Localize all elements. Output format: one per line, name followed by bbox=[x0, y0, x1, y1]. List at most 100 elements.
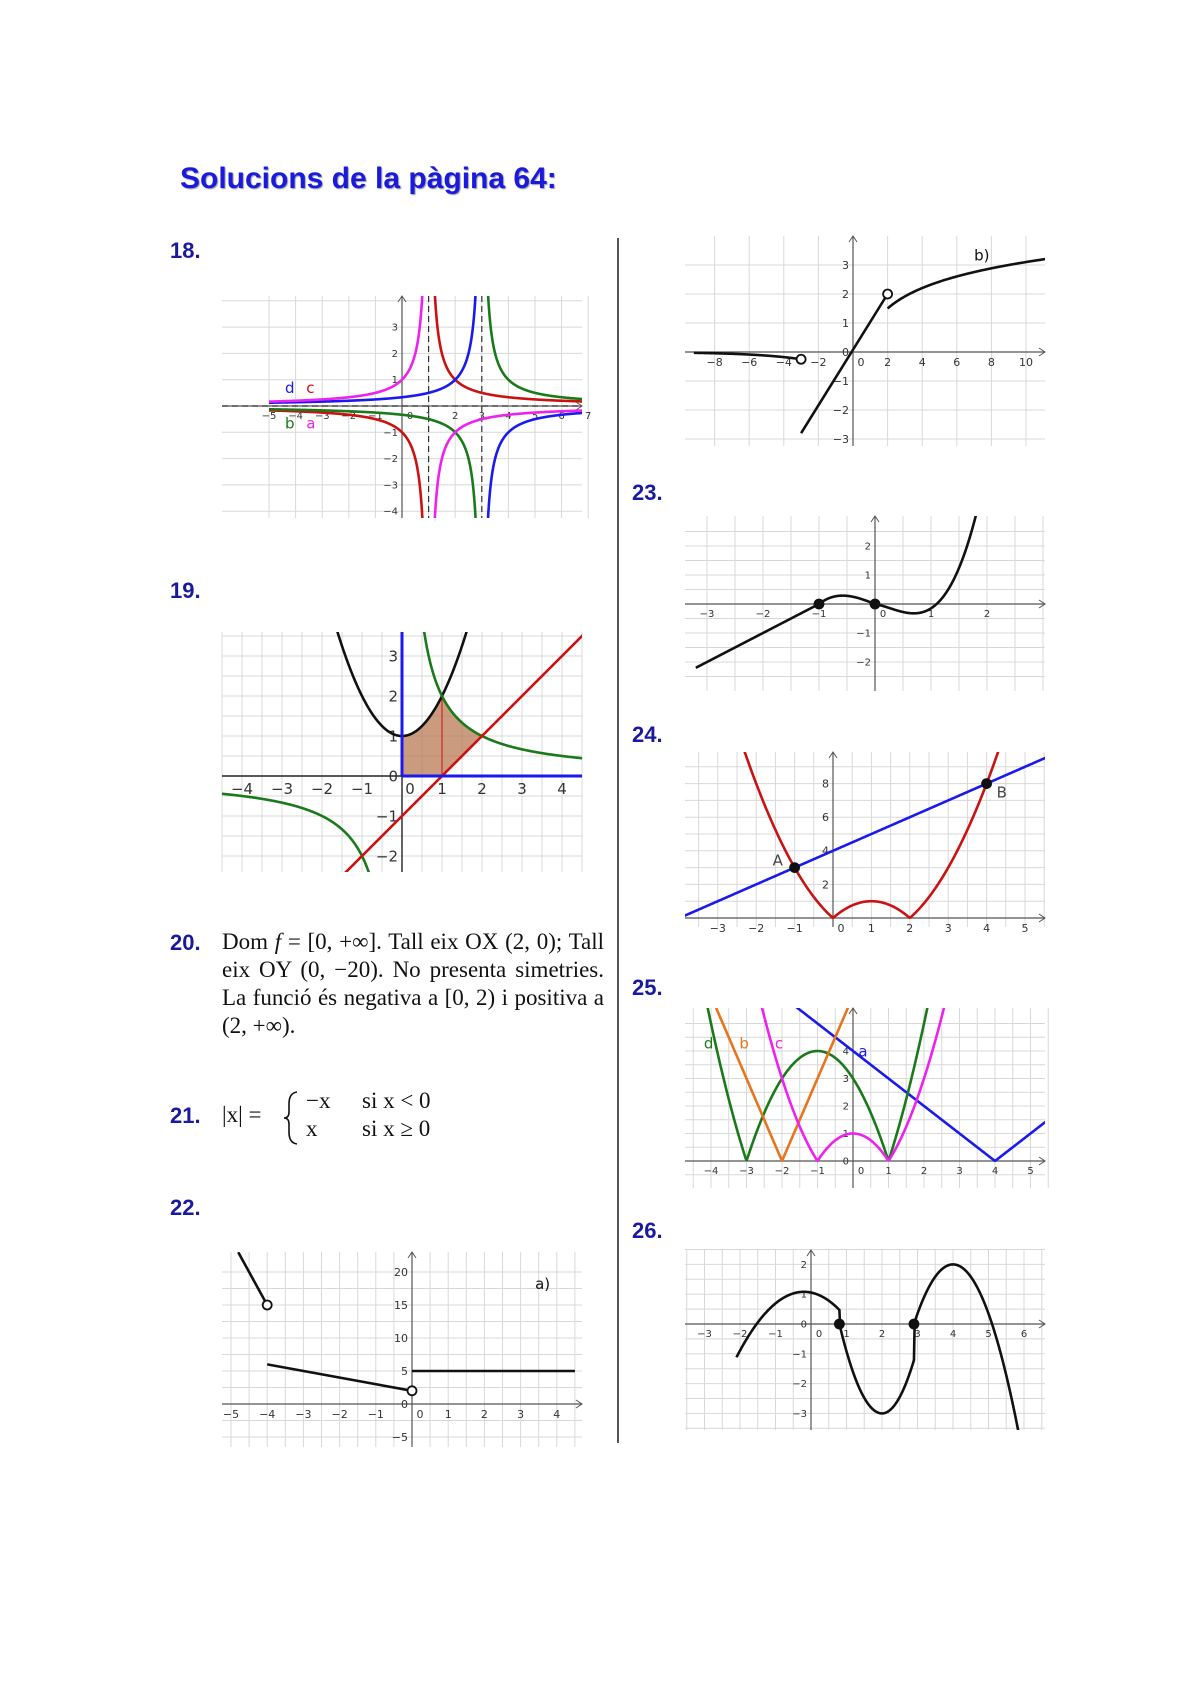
x-axis-arrow bbox=[575, 401, 583, 411]
ex20-dom: Dom bbox=[222, 929, 268, 954]
x-tick-label: −1 bbox=[812, 609, 827, 620]
x-tick-label: −3 bbox=[700, 609, 715, 620]
x-tick-label: 5 bbox=[532, 411, 538, 422]
legend-c: c bbox=[306, 379, 314, 397]
ex20-body: = [0, +∞]. Tall eix OX (2, 0); Tall eix … bbox=[222, 929, 605, 1038]
point-label-A: A bbox=[773, 852, 784, 870]
x-tick-label: −2 bbox=[756, 609, 771, 620]
y-tick-label: 15 bbox=[394, 1299, 408, 1312]
segment-hump bbox=[817, 594, 877, 606]
x-tick-label: −3 bbox=[271, 780, 293, 798]
x-tick-label: −8 bbox=[706, 356, 722, 369]
segment-right bbox=[874, 516, 978, 615]
x-tick-label: −3 bbox=[710, 922, 726, 935]
x-tick-label: 3 bbox=[914, 1329, 920, 1340]
y-axis-arrow bbox=[848, 1007, 858, 1015]
x-tick-label: −1 bbox=[351, 780, 373, 798]
point bbox=[833, 1318, 845, 1330]
curve-hyperbola bbox=[222, 792, 371, 872]
y-tick-label: 1 bbox=[388, 727, 398, 745]
curve-c bbox=[760, 1008, 946, 1163]
x-tick-label: −3 bbox=[315, 411, 330, 422]
x-tick-label: −2 bbox=[748, 922, 764, 935]
y-tick-label: −1 bbox=[856, 629, 871, 640]
chart-label-a: a) bbox=[535, 1275, 550, 1293]
x-tick-label: 1 bbox=[885, 1166, 891, 1177]
ex20-f: f bbox=[274, 929, 282, 954]
curve-abs-parabola bbox=[743, 752, 1000, 919]
exercise-number-22: 22. bbox=[170, 1195, 201, 1220]
x-tick-label: 0 bbox=[858, 356, 865, 369]
plot-area bbox=[237, 1252, 575, 1393]
y-tick-label: −1 bbox=[376, 807, 398, 825]
x-axis-arrow bbox=[1038, 347, 1046, 357]
x-tick-label: 6 bbox=[558, 411, 564, 422]
x-axis-arrow bbox=[1038, 599, 1046, 609]
y-tick-label: 0 bbox=[401, 1398, 408, 1411]
x-tick-label: 1 bbox=[437, 780, 447, 798]
x-tick-label: 3 bbox=[956, 1166, 962, 1177]
y-tick-label: −3 bbox=[383, 480, 398, 491]
x-tick-label: 3 bbox=[517, 780, 527, 798]
x-tick-label: 2 bbox=[984, 609, 990, 620]
x-tick-label: 4 bbox=[557, 780, 567, 798]
x-tick-label: 1 bbox=[843, 1329, 849, 1340]
ex21-case1-expr: −x bbox=[306, 1088, 331, 1113]
x-axis-arrow bbox=[1038, 1156, 1046, 1166]
y-tick-label: 2 bbox=[392, 349, 398, 360]
point bbox=[908, 1318, 920, 1330]
x-tick-label: 5 bbox=[1027, 1166, 1033, 1177]
page-title: Solucions de la pàgina 64: bbox=[180, 162, 557, 195]
y-tick-label: 2 bbox=[801, 1260, 807, 1271]
ex21-case2-cond: si x ≥ 0 bbox=[362, 1116, 431, 1141]
x-tick-label: 6 bbox=[1021, 1329, 1027, 1340]
x-tick-label: 2 bbox=[921, 1166, 927, 1177]
legend-d: d bbox=[704, 1034, 714, 1052]
x-tick-label: −2 bbox=[810, 356, 826, 369]
segment-middle bbox=[799, 293, 889, 434]
curve-a bbox=[795, 1008, 1045, 1163]
y-tick-label: 1 bbox=[801, 1290, 807, 1301]
y-tick-label: 3 bbox=[388, 647, 398, 665]
exercise-number-19: 19. bbox=[170, 578, 201, 603]
x-tick-label: 4 bbox=[919, 356, 926, 369]
y-tick-label: 2 bbox=[822, 878, 829, 891]
x-tick-label: −1 bbox=[368, 1408, 384, 1421]
plot-area bbox=[222, 632, 582, 872]
y-tick-label: 5 bbox=[401, 1365, 408, 1378]
segment-left bbox=[694, 602, 820, 669]
x-tick-label: 2 bbox=[884, 356, 891, 369]
point-A bbox=[789, 862, 800, 873]
x-tick-label: 4 bbox=[983, 922, 990, 935]
curve-a bbox=[268, 296, 424, 403]
y-tick-label: 2 bbox=[388, 687, 398, 705]
curve-line bbox=[344, 634, 582, 872]
y-tick-label: 3 bbox=[843, 1074, 849, 1085]
open-point bbox=[406, 1385, 418, 1397]
x-tick-label: 2 bbox=[452, 411, 458, 422]
x-tick-label: 0 bbox=[858, 1166, 864, 1177]
legend-b: b bbox=[739, 1034, 749, 1052]
x-tick-label: 1 bbox=[868, 922, 875, 935]
legend-a: a bbox=[306, 414, 315, 432]
x-tick-label: −4 bbox=[776, 356, 792, 369]
x-tick-label: 1 bbox=[445, 1408, 452, 1421]
exercise-number-21: 21. bbox=[170, 1103, 201, 1128]
x-tick-label: −3 bbox=[739, 1166, 754, 1177]
chart-ex26: −3 −2 −1 0 1 2 3 4 5 6 −3 −2 −1 0 1 2 bbox=[685, 1249, 1046, 1430]
y-tick-label: 4 bbox=[843, 1047, 849, 1058]
segment-0 bbox=[237, 1252, 269, 1306]
point-label-B: B bbox=[997, 784, 1007, 802]
y-tick-label: −4 bbox=[383, 507, 398, 518]
exercise-number-24: 24. bbox=[632, 722, 663, 747]
x-tick-label: −5 bbox=[223, 1408, 239, 1421]
x-tick-label: 4 bbox=[553, 1408, 560, 1421]
y-tick-label: −3 bbox=[792, 1409, 807, 1420]
x-tick-label: −2 bbox=[341, 411, 356, 422]
chart-ex24: −3 −2 −1 0 1 2 3 4 5 2 4 6 8 A B bbox=[685, 751, 1046, 935]
y-tick-label: −2 bbox=[856, 658, 871, 669]
y-tick-label: 2 bbox=[843, 1102, 849, 1113]
segment-right bbox=[886, 257, 1045, 310]
chart-ex23: −3 −2 −1 0 1 2 −2 −1 1 2 bbox=[685, 515, 1046, 691]
